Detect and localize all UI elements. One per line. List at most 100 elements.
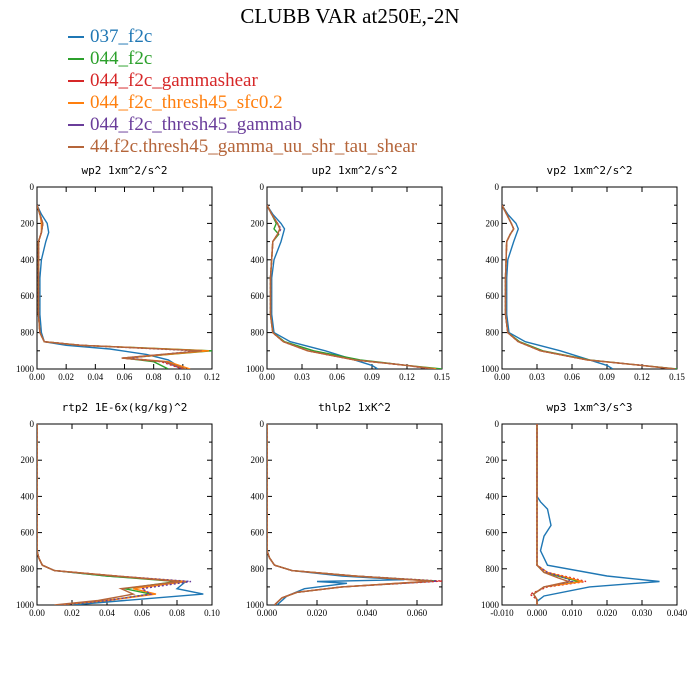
y-tick-label: 0 bbox=[260, 182, 265, 192]
y-tick-label: 1000 bbox=[481, 364, 500, 374]
y-tick-label: 1000 bbox=[481, 600, 500, 610]
y-tick-label: 0 bbox=[30, 419, 35, 429]
y-tick-label: 1000 bbox=[246, 600, 265, 610]
x-tick-label: 0.08 bbox=[146, 372, 162, 382]
series-line bbox=[502, 204, 677, 369]
x-tick-label: 0.000 bbox=[257, 608, 278, 618]
plot-frame bbox=[501, 423, 678, 606]
legend-item: 044_f2c_thresh45_sfc0.2 bbox=[68, 92, 668, 114]
y-tick-label: 200 bbox=[251, 455, 265, 465]
x-tick-label: 0.09 bbox=[599, 372, 615, 382]
legend-label: 044_f2c_thresh45_gammab bbox=[90, 114, 303, 135]
series-line bbox=[267, 204, 379, 369]
y-tick-label: 200 bbox=[21, 455, 35, 465]
legend-label: 044_f2c_gammashear bbox=[90, 70, 258, 91]
legend-item: 044_f2c_gammashear bbox=[68, 70, 668, 92]
x-tick-label: 0.09 bbox=[364, 372, 380, 382]
y-tick-label: 400 bbox=[251, 491, 265, 501]
x-tick-label: 0.06 bbox=[329, 372, 345, 382]
x-tick-label: 0.06 bbox=[564, 372, 580, 382]
legend-label: 044_f2c bbox=[90, 48, 153, 69]
legend-swatch bbox=[68, 146, 84, 148]
series-line bbox=[37, 424, 186, 605]
x-tick-label: 0.10 bbox=[204, 608, 220, 618]
x-tick-label: -0.010 bbox=[490, 608, 514, 618]
x-tick-label: 0.04 bbox=[99, 608, 115, 618]
x-tick-label: 0.030 bbox=[632, 608, 653, 618]
legend-swatch bbox=[68, 36, 84, 38]
series-line bbox=[267, 424, 442, 605]
series-line bbox=[267, 424, 433, 605]
y-tick-label: 800 bbox=[251, 328, 265, 338]
plot-frame bbox=[501, 186, 678, 370]
subplot: wp3 1xm^3/s^3 0 200 400 600 800 1000-0.010 0.00… bbox=[481, 401, 688, 618]
legend-swatch bbox=[68, 102, 84, 104]
series-line bbox=[536, 424, 660, 605]
x-tick-label: 0.12 bbox=[399, 372, 415, 382]
y-tick-label: 400 bbox=[486, 255, 500, 265]
plot-frame bbox=[266, 423, 443, 606]
y-tick-label: 200 bbox=[486, 455, 500, 465]
y-tick-label: 600 bbox=[251, 291, 265, 301]
x-tick-label: 0.020 bbox=[307, 608, 328, 618]
y-tick-label: 0 bbox=[260, 419, 265, 429]
x-tick-label: 0.06 bbox=[117, 372, 133, 382]
plot-frame bbox=[36, 186, 213, 370]
legend-item: 044_f2c bbox=[68, 48, 668, 70]
series-line bbox=[37, 204, 184, 369]
y-tick-label: 0 bbox=[495, 182, 500, 192]
x-tick-label: 0.00 bbox=[29, 608, 45, 618]
legend-label: 044_f2c_thresh45_sfc0.2 bbox=[90, 92, 283, 113]
y-tick-label: 1000 bbox=[246, 364, 265, 374]
series-line bbox=[502, 204, 614, 369]
subplot-title: rtp2 1E-6x(kg/kg)^2 bbox=[62, 401, 188, 414]
legend-label: 44.f2c.thresh45_gamma_uu_shr_tau_shear bbox=[90, 136, 418, 157]
x-tick-label: 0.03 bbox=[529, 372, 545, 382]
series-line bbox=[267, 424, 438, 605]
x-tick-label: 0.000 bbox=[527, 608, 548, 618]
x-tick-label: 0.12 bbox=[204, 372, 220, 382]
y-tick-label: 200 bbox=[251, 218, 265, 228]
y-tick-label: 600 bbox=[251, 528, 265, 538]
x-tick-label: 0.010 bbox=[562, 608, 583, 618]
series-line bbox=[37, 424, 178, 605]
y-tick-label: 0 bbox=[30, 182, 35, 192]
y-tick-label: 800 bbox=[486, 564, 500, 574]
subplot: rtp2 1E-6x(kg/kg)^2 0 200 400 600 800 10000.00… bbox=[16, 401, 220, 618]
series-line bbox=[532, 424, 572, 605]
x-tick-label: 0.00 bbox=[494, 372, 510, 382]
y-tick-label: 200 bbox=[21, 218, 35, 228]
subplot-title: thlp2 1xK^2 bbox=[318, 401, 391, 414]
y-tick-label: 600 bbox=[486, 291, 500, 301]
figure-title: CLUBB VAR at250E,-2N bbox=[240, 4, 460, 28]
y-tick-label: 200 bbox=[486, 218, 500, 228]
plot-frame bbox=[266, 186, 443, 370]
series-line bbox=[37, 424, 204, 605]
y-tick-label: 800 bbox=[21, 328, 35, 338]
series-line bbox=[267, 424, 433, 605]
x-tick-label: 0.02 bbox=[58, 372, 74, 382]
legend: 037_f2c 044_f2c 044_f2c_gammashear 044_f2c_… bbox=[68, 26, 668, 158]
y-tick-label: 600 bbox=[486, 528, 500, 538]
y-tick-label: 0 bbox=[495, 419, 500, 429]
y-tick-label: 800 bbox=[251, 564, 265, 574]
series-line bbox=[532, 424, 575, 605]
y-tick-label: 400 bbox=[21, 491, 35, 501]
legend-item: 44.f2c.thresh45_gamma_uu_shr_tau_shear bbox=[68, 136, 668, 158]
subplot-title: vp2 1xm^2/s^2 bbox=[546, 164, 632, 177]
x-tick-label: 0.040 bbox=[357, 608, 378, 618]
series-line bbox=[37, 204, 202, 369]
x-tick-label: 0.12 bbox=[634, 372, 650, 382]
series-line bbox=[502, 204, 675, 369]
legend-label: 037_f2c bbox=[90, 26, 153, 47]
y-tick-label: 400 bbox=[486, 491, 500, 501]
x-tick-label: 0.02 bbox=[64, 608, 80, 618]
series-line bbox=[37, 424, 178, 605]
x-tick-label: 0.03 bbox=[294, 372, 310, 382]
x-tick-label: 0.06 bbox=[134, 608, 150, 618]
y-tick-label: 600 bbox=[21, 291, 35, 301]
